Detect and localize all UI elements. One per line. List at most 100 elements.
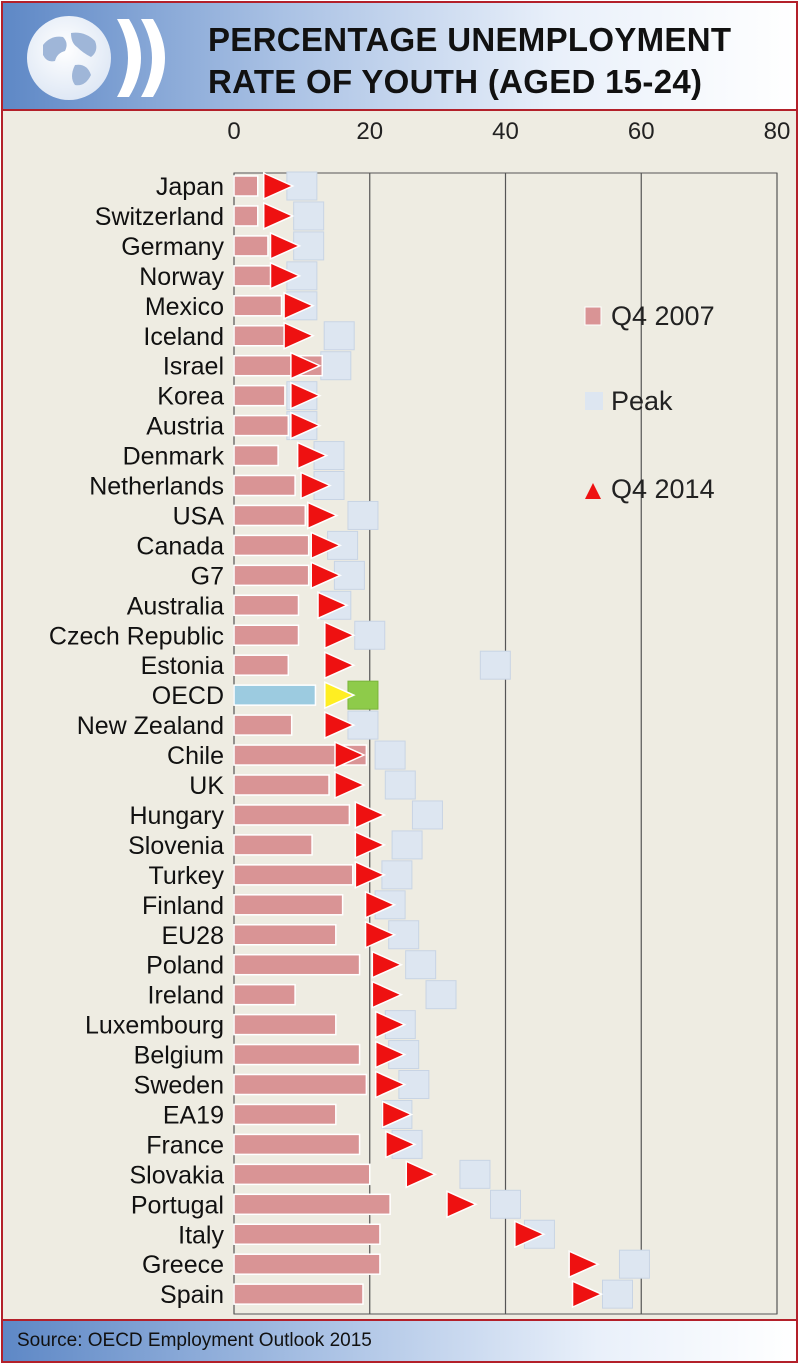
- category-label-chile: Chile: [167, 742, 224, 770]
- category-label-iceland: Iceland: [143, 323, 224, 351]
- category-label-ea19: EA19: [163, 1101, 224, 1129]
- marker-q4-2014-australia: [317, 591, 349, 620]
- oecd-globe-logo-icon: [27, 16, 165, 100]
- category-label-israel: Israel: [163, 353, 224, 381]
- marker-q4-2014-belgium: [374, 1040, 407, 1069]
- legend-label-peak: Peak: [611, 386, 673, 416]
- peak-marker-greece: [618, 1249, 650, 1279]
- marker-q4-2014-slovenia: [354, 830, 387, 860]
- bar-q4-2007-austria: [233, 414, 290, 437]
- category-label-slovakia: Slovakia: [130, 1161, 225, 1189]
- marker-q4-2014-hungary: [354, 800, 387, 830]
- peak-marker-hungary: [411, 800, 443, 830]
- marker-q4-2014-turkey: [354, 860, 387, 890]
- marker-q4-2014-iceland: [283, 321, 315, 350]
- bar-q4-2007-luxembourg: [233, 1013, 337, 1036]
- bar-q4-2007-sweden: [233, 1073, 368, 1096]
- marker-q4-2014-luxembourg: [374, 1010, 407, 1039]
- marker-q4-2014-uk: [334, 770, 366, 800]
- bar-q4-2007-denmark: [233, 444, 279, 467]
- category-label-belgium: Belgium: [134, 1042, 224, 1070]
- category-label-luxembourg: Luxembourg: [85, 1012, 224, 1040]
- marker-q4-2014-chile: [334, 740, 366, 770]
- peak-marker-slovenia: [391, 830, 423, 860]
- peak-marker-czech-republic: [354, 620, 386, 650]
- footer-banner: Source: OECD Employment Outlook 2015: [1, 1319, 798, 1363]
- peak-marker-iceland: [323, 321, 355, 351]
- bar-q4-2007-germany: [233, 235, 269, 257]
- bar-q4-2007-switzerland: [233, 205, 259, 227]
- category-label-spain: Spain: [160, 1281, 224, 1309]
- bar-q4-2007-eu28: [233, 924, 337, 946]
- peak-marker-japan: [286, 171, 318, 201]
- marker-q4-2014-g7: [310, 561, 343, 590]
- category-label-finland: Finland: [142, 892, 224, 920]
- bar-q4-2007-italy: [233, 1223, 381, 1245]
- category-label-sweden: Sweden: [134, 1072, 224, 1100]
- bar-q4-2007-uk: [233, 774, 330, 796]
- category-label-poland: Poland: [146, 952, 224, 980]
- category-label-new-zealand: New Zealand: [77, 712, 224, 740]
- marker-q4-2014-estonia: [324, 651, 356, 680]
- marker-q4-2014-ea19: [381, 1100, 414, 1129]
- marker-q4-2014-mexico: [283, 291, 315, 320]
- category-label-usa: USA: [173, 502, 225, 530]
- bar-q4-2007-netherlands: [233, 474, 296, 497]
- legend-swatch-q4-2007: [584, 306, 602, 326]
- title-line-2: RATE OF YOUTH (AGED 15-24): [208, 63, 703, 100]
- marker-q4-2014-austria: [290, 411, 322, 440]
- bar-q4-2007-poland: [233, 953, 361, 976]
- peak-marker-slovakia: [459, 1159, 491, 1189]
- marker-q4-2014-ireland: [371, 980, 404, 1009]
- bar-q4-2007-hungary: [233, 804, 351, 826]
- bar-q4-2007-spain: [233, 1283, 364, 1305]
- bar-q4-2007-japan: [233, 175, 259, 197]
- marker-q4-2014-denmark: [296, 441, 329, 470]
- bar-q4-2007-portugal: [233, 1193, 391, 1216]
- bar-q4-2007-iceland: [233, 325, 286, 347]
- category-label-italy: Italy: [178, 1221, 224, 1249]
- x-tick-label-40: 40: [492, 118, 519, 145]
- peak-marker-ireland: [425, 980, 457, 1010]
- category-label-czech-republic: Czech Republic: [49, 622, 224, 650]
- bar-q4-2007-chile: [233, 744, 368, 766]
- marker-q4-2014-spain: [571, 1279, 604, 1309]
- peak-marker-switzerland: [293, 201, 325, 231]
- peak-marker-estonia: [479, 650, 511, 680]
- marker-q4-2014-eu28: [364, 920, 397, 949]
- marker-q4-2014-germany: [269, 231, 302, 261]
- category-label-canada: Canada: [136, 532, 224, 560]
- category-label-turkey: Turkey: [149, 862, 225, 890]
- bar-q4-2007-slovenia: [233, 834, 313, 856]
- header-banner: PERCENTAGE UNEMPLOYMENT RATE OF YOUTH (A…: [1, 1, 798, 111]
- category-label-ireland: Ireland: [148, 982, 224, 1010]
- category-label-netherlands: Netherlands: [89, 473, 224, 501]
- category-label-austria: Austria: [146, 413, 224, 441]
- peak-marker-israel: [320, 351, 352, 381]
- marker-q4-2014-france: [385, 1130, 417, 1159]
- category-label-japan: Japan: [156, 173, 224, 201]
- bar-q4-2007-norway: [233, 265, 273, 287]
- legend-label-q4-2007: Q4 2007: [611, 301, 715, 331]
- category-label-hungary: Hungary: [130, 802, 225, 830]
- category-label-g7: G7: [191, 562, 224, 590]
- bar-q4-2007-canada: [233, 534, 310, 557]
- peak-marker-usa: [347, 500, 379, 530]
- peak-marker-portugal: [490, 1189, 521, 1219]
- bar-q4-2007-france: [233, 1133, 361, 1156]
- marker-q4-2014-norway: [269, 261, 302, 291]
- category-label-uk: UK: [189, 772, 224, 800]
- marker-q4-2014-greece: [568, 1250, 600, 1279]
- marker-q4-2014-new-zealand: [324, 710, 356, 740]
- category-label-portugal: Portugal: [131, 1191, 224, 1219]
- legend-swatch-q4-2014: [585, 483, 601, 499]
- peak-marker-spain: [601, 1279, 633, 1309]
- category-label-australia: Australia: [127, 592, 224, 620]
- x-tick-label-0: 0: [227, 118, 240, 145]
- x-tick-label-80: 80: [764, 118, 791, 145]
- marker-q4-2014-italy: [514, 1220, 546, 1249]
- x-tick-label-60: 60: [628, 118, 655, 145]
- category-label-eu28: EU28: [161, 922, 224, 950]
- marker-q4-2014-canada: [310, 531, 343, 560]
- marker-q4-2014-japan: [262, 171, 295, 201]
